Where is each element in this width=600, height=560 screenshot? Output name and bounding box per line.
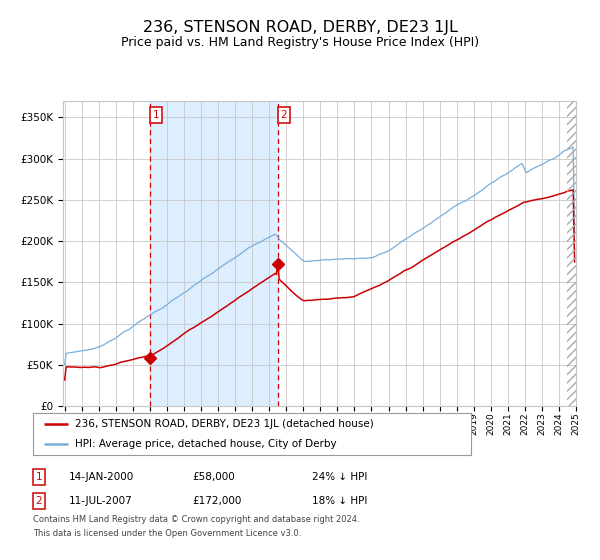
Text: 236, STENSON ROAD, DERBY, DE23 1JL: 236, STENSON ROAD, DERBY, DE23 1JL: [143, 20, 457, 35]
Text: 1: 1: [35, 472, 43, 482]
Text: 14-JAN-2000: 14-JAN-2000: [69, 472, 134, 482]
Text: 24% ↓ HPI: 24% ↓ HPI: [312, 472, 367, 482]
Bar: [568, 101, 576, 406]
Text: This data is licensed under the Open Government Licence v3.0.: This data is licensed under the Open Gov…: [33, 529, 301, 538]
Text: HPI: Average price, detached house, City of Derby: HPI: Average price, detached house, City…: [74, 439, 336, 449]
Text: 2: 2: [280, 110, 287, 120]
Text: Contains HM Land Registry data © Crown copyright and database right 2024.: Contains HM Land Registry data © Crown c…: [33, 515, 359, 524]
Text: £172,000: £172,000: [192, 496, 241, 506]
Text: 1: 1: [152, 110, 159, 120]
Bar: [568, 101, 576, 406]
Text: £58,000: £58,000: [192, 472, 235, 482]
Text: 18% ↓ HPI: 18% ↓ HPI: [312, 496, 367, 506]
Bar: [150, 101, 278, 406]
Text: 2: 2: [35, 496, 43, 506]
Text: 236, STENSON ROAD, DERBY, DE23 1JL (detached house): 236, STENSON ROAD, DERBY, DE23 1JL (deta…: [74, 419, 373, 430]
Text: Price paid vs. HM Land Registry's House Price Index (HPI): Price paid vs. HM Land Registry's House …: [121, 36, 479, 49]
Text: 11-JUL-2007: 11-JUL-2007: [69, 496, 133, 506]
